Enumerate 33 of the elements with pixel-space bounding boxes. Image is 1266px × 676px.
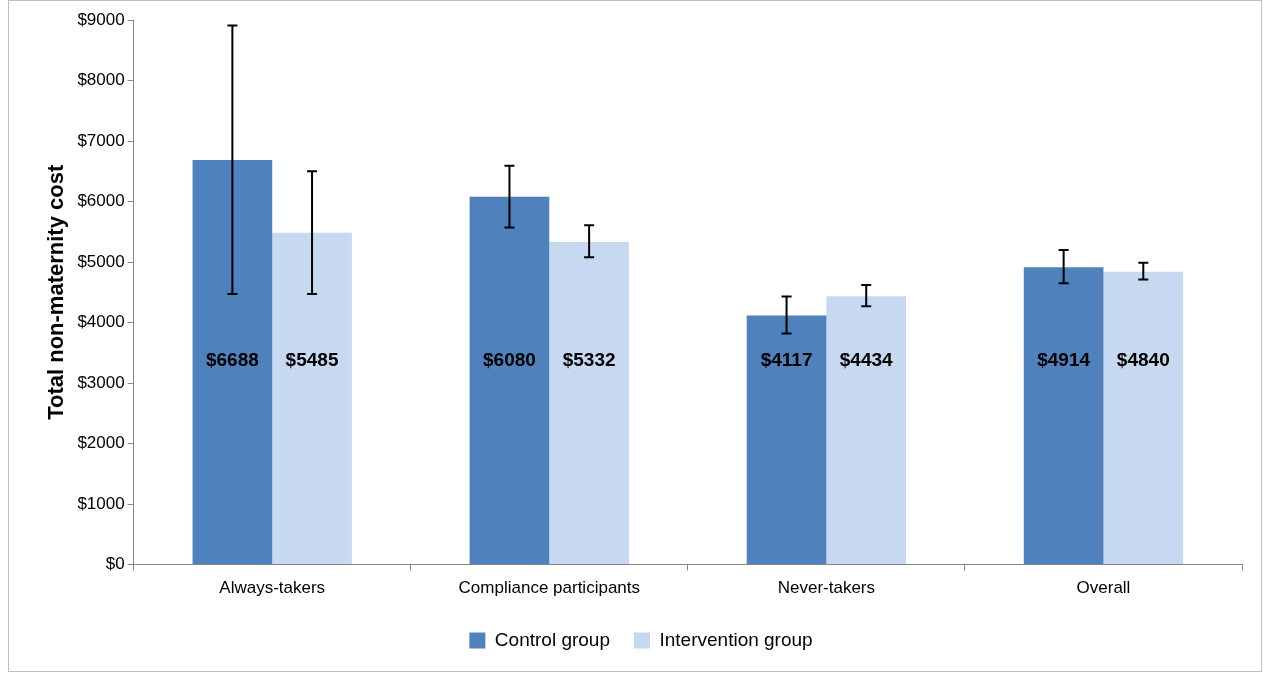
legend-label: Intervention group [659,628,813,650]
y-tick-label: $7000 [77,130,125,150]
y-tick-label: $8000 [77,70,125,90]
y-tick-label: $0 [105,554,125,574]
y-tick-label: $6000 [77,191,125,211]
legend-label: Control group [494,628,610,650]
data-label: $6688 [205,348,259,370]
bar [469,196,550,565]
bar [746,315,827,565]
y-tick-label: $3000 [77,372,125,392]
x-tick-label: Compliance participants [458,578,641,598]
bar [1103,271,1184,565]
bar [272,232,352,565]
data-label: $6080 [483,348,536,370]
y-tick-label: $4000 [77,312,125,332]
data-label: $4434 [839,348,894,370]
y-tick-label: $9000 [77,9,125,29]
x-tick-label: Never-takers [777,578,876,598]
y-tick-label: $1000 [77,493,125,513]
data-label: $5332 [562,348,616,370]
bar [1023,267,1104,565]
bar [549,241,629,565]
y-tick-label: $5000 [77,251,125,271]
x-tick-label: Overall [1076,578,1131,598]
y-tick-label: $2000 [77,433,125,453]
y-axis-title: Total non-maternity cost [43,164,69,420]
data-label: $4117 [760,348,813,370]
data-label: $5485 [285,348,339,370]
data-label: $4914 [1037,348,1091,370]
bar [192,159,273,565]
data-label: $4840 [1116,348,1170,370]
x-tick-label: Always-takers [219,578,326,598]
bar [826,296,907,565]
